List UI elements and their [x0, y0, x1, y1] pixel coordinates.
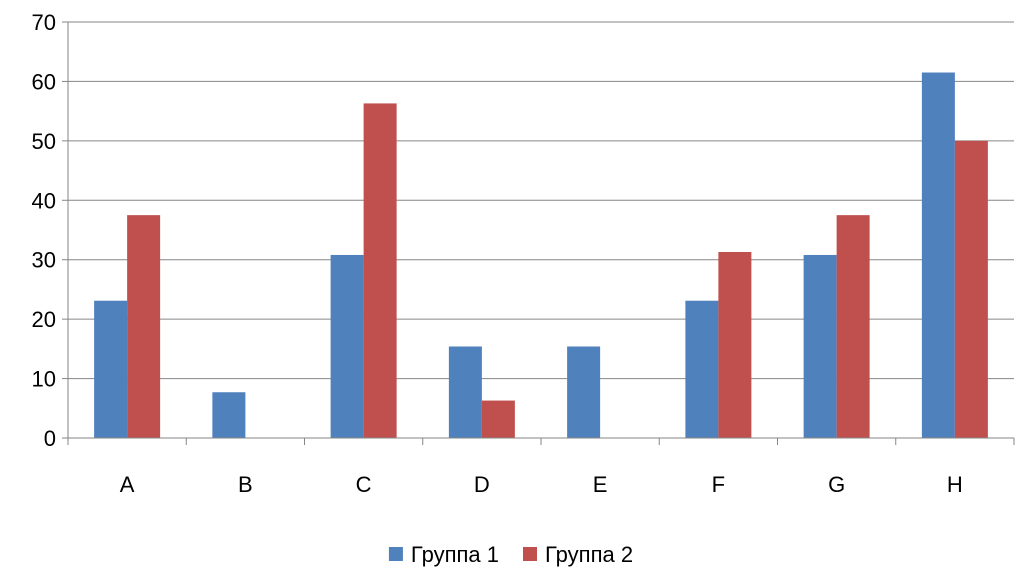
- bar-h-series-1: [921, 72, 955, 438]
- y-tick-label: 70: [32, 10, 56, 35]
- x-tick-label: C: [356, 472, 372, 497]
- x-tick-label: H: [947, 472, 963, 497]
- bar-f-series-2: [718, 251, 752, 438]
- bar-g-series-1: [803, 254, 837, 438]
- bar-a-series-1: [94, 300, 128, 438]
- bar-f-series-1: [685, 300, 719, 438]
- bar-a-series-2: [127, 215, 161, 438]
- x-tick-label: G: [828, 472, 845, 497]
- y-tick-label: 40: [32, 188, 56, 213]
- x-tick-label: B: [238, 472, 253, 497]
- y-tick-label: 10: [32, 367, 56, 392]
- y-tick-label: 20: [32, 307, 56, 332]
- bar-g-series-2: [836, 215, 870, 438]
- x-tick-label: A: [120, 472, 135, 497]
- legend-item: Группа 2: [523, 542, 633, 567]
- x-tick-label: D: [474, 472, 490, 497]
- bar-h-series-2: [954, 140, 988, 438]
- x-axis-labels: A B C D E F G H: [120, 472, 963, 497]
- x-tick-label: F: [712, 472, 725, 497]
- gridlines: [68, 21, 1014, 380]
- bar-b-series-1: [212, 392, 246, 438]
- axes: [62, 21, 1015, 445]
- y-tick-label: 30: [32, 248, 56, 273]
- y-tick-label: 50: [32, 129, 56, 154]
- y-axis-ticks: 0 10 20 30 40 50 60 70: [32, 10, 56, 451]
- y-tick-label: 60: [32, 69, 56, 94]
- y-tick-label: 0: [44, 426, 56, 451]
- legend-label: Группа 1: [411, 542, 499, 567]
- legend-item: Группа 1: [388, 542, 499, 567]
- bar-e-series-1: [567, 346, 601, 438]
- bar-d-series-2: [481, 400, 515, 438]
- legend: Группа 1 Группа 2: [388, 542, 633, 567]
- legend-label: Группа 2: [545, 542, 633, 567]
- bar-c-series-2: [363, 103, 397, 438]
- legend-swatch: [388, 547, 403, 561]
- bars: [94, 72, 988, 438]
- x-tick-label: E: [593, 472, 608, 497]
- bar-d-series-1: [448, 346, 482, 438]
- legend-swatch: [523, 547, 537, 561]
- bar-c-series-1: [330, 254, 364, 438]
